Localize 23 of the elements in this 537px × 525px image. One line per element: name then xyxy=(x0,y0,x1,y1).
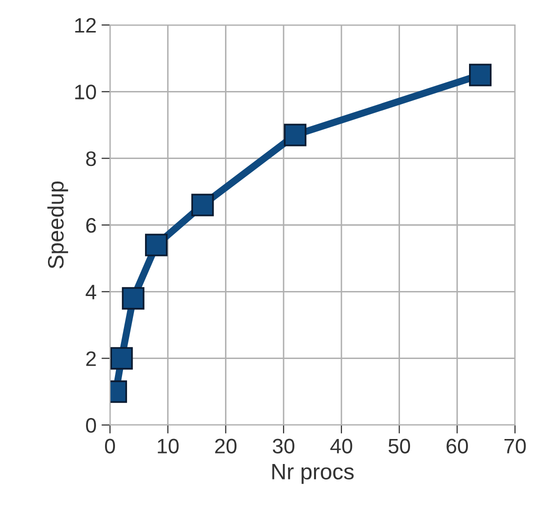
y-tick-label: 0 xyxy=(86,418,96,433)
x-tick-label: 20 xyxy=(215,438,236,454)
y-axis-title: Speedup xyxy=(47,181,68,268)
y-tick-label: 8 xyxy=(86,151,96,166)
y-tick-label: 6 xyxy=(86,218,96,233)
point xyxy=(469,64,492,86)
x-tick-label: 70 xyxy=(504,438,526,454)
x-tick-label: 10 xyxy=(158,438,179,454)
y-tick-label: 12 xyxy=(75,18,96,33)
y-tick-label: 4 xyxy=(86,284,96,300)
point xyxy=(122,287,144,310)
point xyxy=(191,194,214,216)
y-tick-label: 2 xyxy=(86,351,96,366)
x-axis-title: Nr procs xyxy=(272,464,354,484)
y-tick-label: 10 xyxy=(75,84,96,100)
x-tick-label: 50 xyxy=(388,438,410,454)
x-tick-label: 0 xyxy=(105,438,115,454)
x-tick-label: 60 xyxy=(446,438,468,454)
x-tick-label: 40 xyxy=(330,438,352,454)
point xyxy=(145,234,168,256)
point xyxy=(110,347,133,370)
point xyxy=(284,124,306,146)
x-tick-label: 30 xyxy=(272,438,294,454)
